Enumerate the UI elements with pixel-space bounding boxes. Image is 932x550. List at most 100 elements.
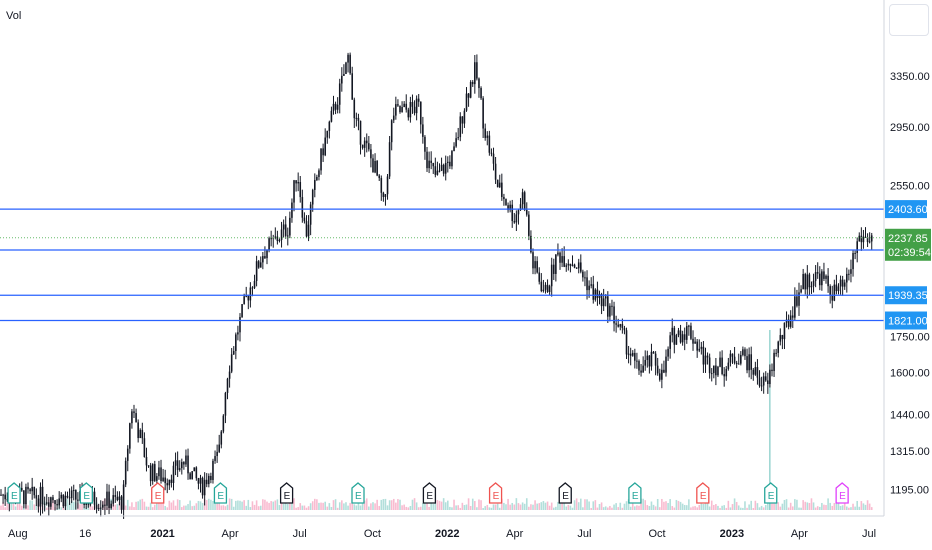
volume-bar	[183, 505, 185, 510]
volume-bar	[12, 498, 15, 510]
volume-bar	[313, 498, 316, 510]
candle-body	[569, 263, 572, 266]
candle-body	[536, 261, 538, 273]
candle-body	[303, 217, 306, 222]
candle-body	[27, 486, 29, 490]
candle-body	[426, 151, 428, 169]
candle-body	[386, 176, 389, 195]
volume-bar	[654, 506, 657, 510]
candle-body	[486, 135, 489, 138]
volume-bar	[683, 504, 686, 510]
volume-bar	[496, 503, 499, 510]
candle-body	[432, 162, 435, 167]
volume-bar	[636, 505, 638, 510]
candle-body	[6, 499, 9, 501]
volume-bar	[673, 507, 676, 510]
candle-body	[781, 335, 784, 340]
volume-bar	[430, 503, 432, 510]
volume-bar	[588, 501, 590, 510]
volume-bar	[378, 505, 381, 510]
candle-body	[64, 495, 67, 507]
candle-body	[295, 180, 297, 184]
volume-bar	[760, 505, 763, 510]
candle-body	[41, 486, 44, 505]
x-tick-label: 16	[79, 528, 91, 540]
candle-body	[729, 353, 732, 363]
candle-body	[226, 378, 229, 393]
candle-body	[162, 477, 164, 482]
volume-bar	[218, 503, 221, 510]
volume-bar	[708, 506, 711, 510]
candle-body	[787, 319, 790, 327]
candle-body	[521, 192, 524, 205]
volume-bar	[162, 503, 164, 510]
candle-body	[667, 348, 669, 357]
volume-bar	[392, 498, 395, 510]
candle-body	[160, 467, 162, 482]
earnings-icon: E	[835, 482, 849, 504]
volume-bar	[582, 507, 584, 510]
y-tick-label: 3350.00	[890, 71, 930, 83]
level-badge-text: 1939.35	[888, 290, 928, 302]
earnings-icon-shape	[558, 482, 572, 504]
volume-bar	[575, 498, 578, 510]
volume-bar	[357, 502, 360, 510]
volume-bar	[794, 499, 796, 510]
volume-bar	[702, 504, 705, 510]
earnings-icon-shape	[7, 482, 21, 504]
volume-bar	[617, 507, 620, 510]
chart-settings-box[interactable]	[889, 4, 929, 36]
candle-body	[118, 496, 121, 501]
volume-bar	[550, 502, 553, 510]
candle-body	[563, 256, 565, 267]
volume-bar	[860, 501, 863, 510]
candle-body	[205, 479, 208, 485]
volume-bar	[444, 502, 447, 510]
volume-bar	[717, 505, 719, 510]
candle-body	[588, 285, 590, 291]
candle-body	[58, 498, 60, 506]
candle-body	[110, 503, 112, 509]
candle-body	[850, 269, 852, 274]
volume-bar	[656, 499, 659, 510]
volume-bar	[0, 505, 2, 510]
candle-body	[39, 486, 42, 507]
candle-body	[775, 352, 777, 354]
volume-bar	[602, 507, 605, 510]
x-tick-label: 2023	[720, 528, 744, 540]
candle-body	[411, 102, 414, 107]
candle-body	[31, 486, 33, 492]
candle-body	[324, 137, 326, 156]
y-tick-label: 1440.00	[890, 410, 930, 422]
volume-bar	[303, 505, 306, 510]
volume-bar	[594, 500, 597, 510]
candle-body	[299, 182, 302, 198]
volume-bar	[764, 505, 767, 510]
candle-body	[806, 274, 809, 290]
candle-body	[698, 348, 701, 351]
volume-bar	[295, 507, 297, 510]
volume-bar	[156, 503, 158, 510]
volume-bar	[777, 502, 780, 510]
level-badge	[885, 286, 927, 305]
volume-bar	[210, 499, 212, 510]
candle-body	[253, 280, 256, 288]
candle-body	[70, 490, 73, 499]
candle-body	[735, 362, 738, 365]
candle-body	[147, 465, 150, 467]
volume-bar	[326, 506, 329, 510]
volume-bar	[856, 500, 858, 510]
candle-body	[619, 324, 622, 327]
volume-bar	[850, 507, 852, 510]
candle-body	[359, 120, 362, 145]
candle-body	[465, 93, 468, 111]
volume-bar	[390, 500, 393, 510]
earnings-icon-shape	[628, 482, 642, 504]
candle-body	[613, 306, 615, 324]
volume-bar	[663, 501, 665, 510]
candle-body	[220, 431, 223, 445]
candle-body	[548, 286, 551, 292]
volume-bar	[345, 502, 347, 510]
volume-bar	[166, 507, 169, 510]
